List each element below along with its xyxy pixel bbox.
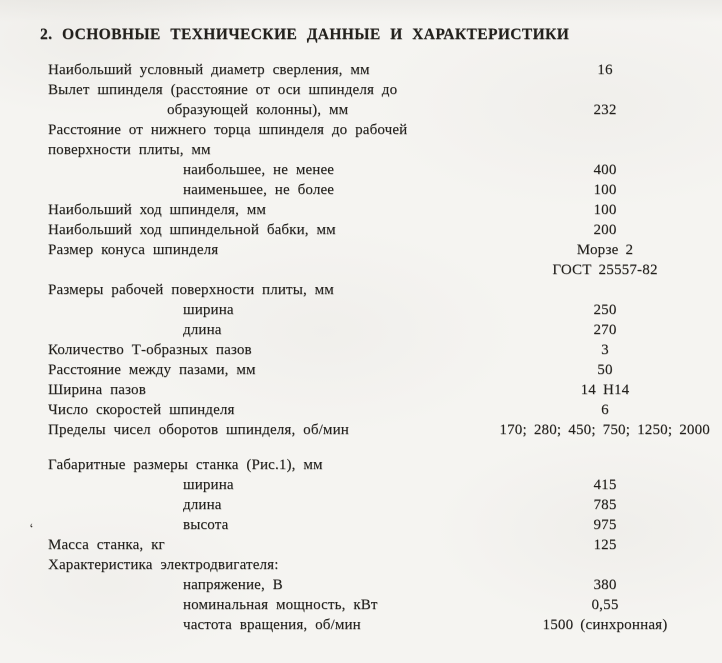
spec-row-slot-width: Ширина пазов 14 Н14 xyxy=(48,380,710,400)
spec-row-machine-length: длина 785 xyxy=(48,495,710,515)
spec-row-table-surface: Размеры рабочей поверхности плиты, мм xyxy=(48,280,710,300)
spec-label: Размер конуса шпинделя xyxy=(48,242,219,258)
spec-row-rpm-range: Пределы чисел оборотов шпинделя, об/мин … xyxy=(48,420,710,440)
spec-label: Размеры рабочей поверхности плиты, мм xyxy=(48,282,334,298)
spec-row-tslot-count: Количество Т-образных пазов 3 xyxy=(48,340,710,360)
spec-label: номинальная мощность, кВт xyxy=(183,597,378,613)
spec-value: 14 Н14 xyxy=(580,382,630,398)
spec-row-distance-max: наибольшее, не менее 400 xyxy=(48,160,710,180)
spec-label: Наибольший ход шпиндельной бабки, мм xyxy=(48,222,336,238)
spec-label: ширина xyxy=(183,302,234,318)
spec-table: Наибольший условный диаметр сверления, м… xyxy=(48,60,710,635)
spec-row-spindle-to-table-line1: Расстояние от нижнего торца шпинделя до … xyxy=(48,120,710,140)
spec-label: Расстояние между пазами, мм xyxy=(48,362,256,378)
spec-value: Морзе 2 xyxy=(576,242,634,258)
spec-row-spindle-overhang-line1: Вылет шпинделя (расстояние от оси шпинде… xyxy=(48,80,710,100)
spec-row-motor-power: номинальная мощность, кВт 0,55 xyxy=(48,595,710,615)
spec-row-machine-height: высота 975 xyxy=(48,515,710,535)
spec-value: ГОСТ 25557-82 xyxy=(552,262,658,278)
spec-value: 125 xyxy=(593,537,617,553)
spec-row-slot-spacing: Расстояние между пазами, мм 50 xyxy=(48,360,710,380)
spec-row-motor-voltage: напряжение, В 380 xyxy=(48,575,710,595)
spec-row-machine-width: ширина 415 xyxy=(48,475,710,495)
spec-label: Габаритные размеры станка (Рис.1), мм xyxy=(48,457,323,473)
spec-label: Вылет шпинделя (расстояние от оси шпинде… xyxy=(48,82,398,98)
spec-row-machine-mass: Масса станка, кг 125 xyxy=(48,535,710,555)
spec-row-spindle-travel: Наибольший ход шпинделя, мм 100 xyxy=(48,200,710,220)
spec-value: 415 xyxy=(593,477,617,493)
spec-label: Наибольший условный диаметр сверления, м… xyxy=(48,62,370,78)
spec-value: 50 xyxy=(597,362,613,378)
spec-row-motor-rpm: частота вращения, об/мин 1500 (синхронна… xyxy=(48,615,710,635)
spec-label: Количество Т-образных пазов xyxy=(48,342,252,358)
spec-row-distance-min: наименьшее, не более 100 xyxy=(48,180,710,200)
scan-artifact-mark: ʻ xyxy=(28,521,37,538)
spec-label: Ширина пазов xyxy=(48,382,146,398)
spec-label: высота xyxy=(183,517,229,533)
spec-label: Число скоростей шпинделя xyxy=(48,402,235,418)
spec-value: 270 xyxy=(593,322,617,338)
spec-label: образующей колонны), мм xyxy=(167,102,349,118)
section-title: 2. ОСНОВНЫЕ ТЕХНИЧЕСКИЕ ДАННЫЕ И ХАРАКТЕ… xyxy=(40,26,570,43)
spec-value: 400 xyxy=(593,162,617,178)
spec-row-speed-count: Число скоростей шпинделя 6 xyxy=(48,400,710,420)
spec-label: напряжение, В xyxy=(183,577,283,593)
spec-row-motor-header: Характеристика электродвигателя: xyxy=(48,555,710,575)
spec-label: длина xyxy=(183,322,222,338)
spec-label: Пределы чисел оборотов шпинделя, об/мин xyxy=(48,422,349,438)
spec-row-spindle-to-table-line2: поверхности плиты, мм xyxy=(48,140,710,160)
spec-row-spindle-taper-gost: ГОСТ 25557-82 xyxy=(48,260,710,280)
spec-label: Масса станка, кг xyxy=(48,537,165,553)
spec-value: 100 xyxy=(593,182,617,198)
spec-label: Наибольший ход шпинделя, мм xyxy=(48,202,267,218)
spec-value: 250 xyxy=(593,302,617,318)
spec-row-spindle-overhang-line2: образующей колонны), мм 232 xyxy=(48,100,710,120)
spec-row-max-drill-diameter: Наибольший условный диаметр сверления, м… xyxy=(48,60,710,80)
spec-label: частота вращения, об/мин xyxy=(183,617,361,633)
spec-row-spindle-taper: Размер конуса шпинделя Морзе 2 xyxy=(48,240,710,260)
spec-value: 785 xyxy=(593,497,617,513)
spec-value: 1500 (синхронная) xyxy=(542,617,668,633)
spec-label: Расстояние от нижнего торца шпинделя до … xyxy=(48,122,408,138)
spec-row-overall-dimensions: Габаритные размеры станка (Рис.1), мм xyxy=(48,455,710,475)
spec-row-table-width: ширина 250 xyxy=(48,300,710,320)
spec-label: наибольшее, не менее xyxy=(183,162,335,178)
spec-label: длина xyxy=(183,497,222,513)
spec-value: 16 xyxy=(597,62,613,78)
spec-value: 232 xyxy=(593,102,617,118)
spec-label: наименьшее, не более xyxy=(183,182,335,198)
spec-value: 0,55 xyxy=(591,597,619,613)
spec-row-head-travel: Наибольший ход шпиндельной бабки, мм 200 xyxy=(48,220,710,240)
spec-label: поверхности плиты, мм xyxy=(48,142,211,158)
spec-value: 6 xyxy=(601,402,609,418)
spec-value: 975 xyxy=(593,517,617,533)
spec-row-table-length: длина 270 xyxy=(48,320,710,340)
spec-value: 380 xyxy=(593,577,617,593)
spec-value: 100 xyxy=(593,202,617,218)
spec-label: ширина xyxy=(183,477,234,493)
spec-value: 200 xyxy=(593,222,617,238)
spec-value: 3 xyxy=(601,342,609,358)
spec-value: 170; 280; 450; 750; 1250; 2000 xyxy=(499,422,710,438)
spec-label: Характеристика электродвигателя: xyxy=(48,557,279,573)
